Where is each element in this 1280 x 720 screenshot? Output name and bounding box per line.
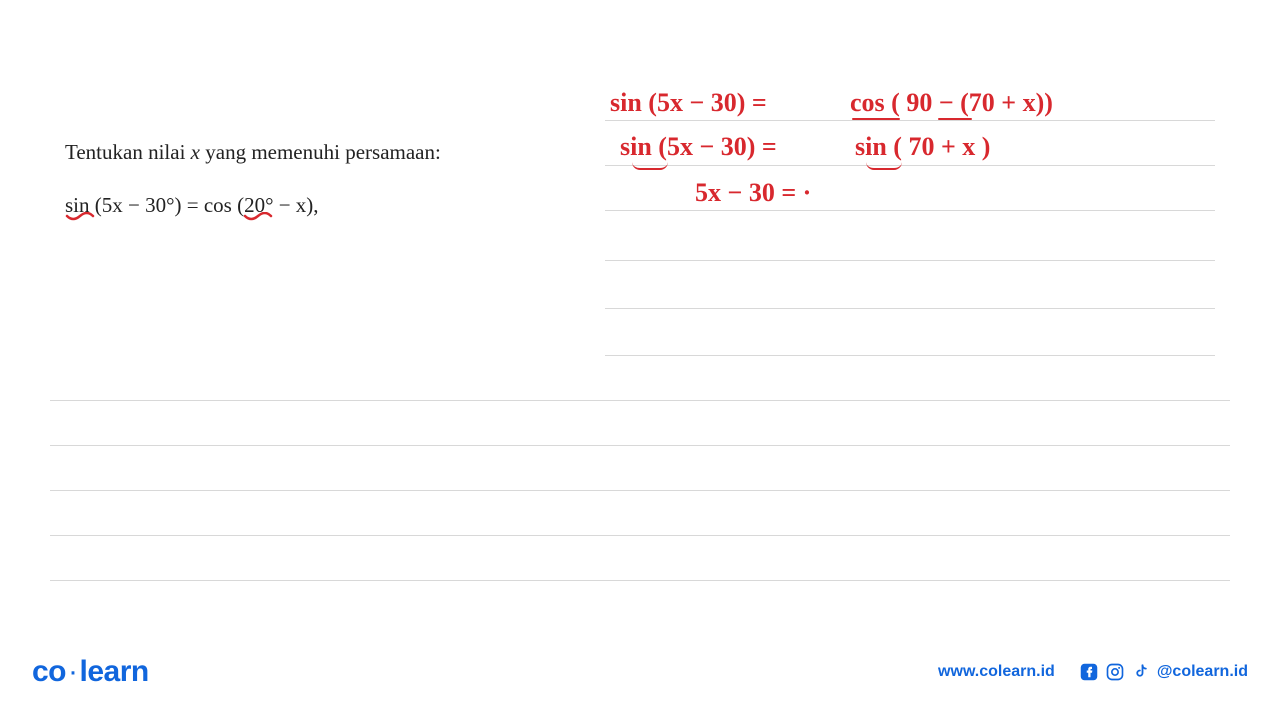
logo-co: co [32,655,66,688]
handwriting-line2-right: sin ( 70 + x ) [855,132,990,162]
ruled-line [605,165,1215,166]
prompt-var: x [191,140,200,164]
hw-underline-cos [852,118,900,120]
handwriting-line2-left: sin (5x − 30) = [620,132,777,162]
red-wavy-sin [65,212,95,224]
tiktok-icon[interactable] [1131,662,1151,682]
ruled-line [50,535,1230,536]
logo-learn: learn [80,655,149,688]
ruled-line [605,210,1215,211]
ruled-line [605,260,1215,261]
ruled-line [605,355,1215,356]
social-icons: @colearn.id [1079,662,1248,682]
handwriting-line1-left: sin (5x − 30) = [610,88,767,118]
problem-prompt: Tentukan nilai x yang memenuhi persamaan… [65,140,565,165]
footer: co·learn www.colearn.id @colearn.id [0,652,1280,692]
hw-underline-90 [938,118,972,120]
red-wavy-cos [243,212,273,224]
instagram-icon[interactable] [1105,662,1125,682]
logo-dot: · [68,655,78,688]
handwriting-line3: 5x − 30 = · [695,178,811,208]
ruled-line [50,400,1230,401]
prompt-text-before: Tentukan nilai [65,140,191,164]
problem-equation: sin (5x − 30°) = cos (20° − x), [65,193,565,218]
logo: co·learn [32,655,149,689]
ruled-line [50,445,1230,446]
handwriting-line1-right: cos ( 90 − (70 + x)) [850,88,1053,118]
hw-smile-sin-right [866,162,902,170]
social-handle[interactable]: @colearn.id [1157,663,1248,681]
footer-right: www.colearn.id @colearn.id [938,662,1248,682]
ruled-line [50,580,1230,581]
website-link[interactable]: www.colearn.id [938,663,1055,681]
ruled-line [605,308,1215,309]
facebook-icon[interactable] [1079,662,1099,682]
ruled-line [50,490,1230,491]
ruled-line [605,120,1215,121]
hw-smile-sin-left [632,162,668,170]
problem-block: Tentukan nilai x yang memenuhi persamaan… [65,140,565,218]
prompt-text-after: yang memenuhi persamaan: [200,140,441,164]
